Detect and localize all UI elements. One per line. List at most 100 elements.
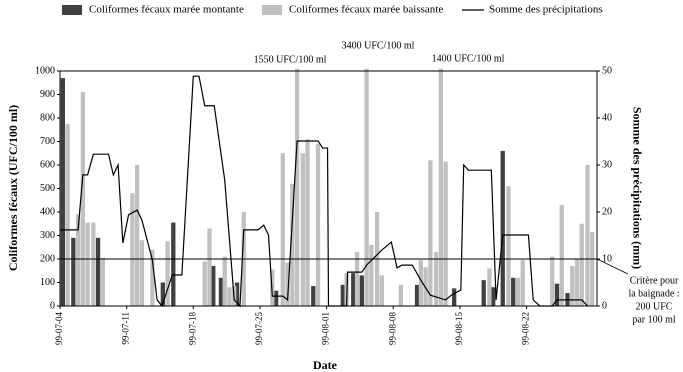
y2-tick-label: 0 bbox=[602, 300, 607, 311]
bar bbox=[85, 222, 90, 306]
bar bbox=[369, 244, 374, 306]
bar bbox=[95, 237, 101, 306]
x-tick-label: 99-07-25 bbox=[254, 312, 264, 345]
bar bbox=[290, 183, 295, 306]
bar bbox=[428, 160, 433, 306]
y-tick-label: 500 bbox=[40, 183, 55, 194]
y-tick-label: 600 bbox=[40, 159, 55, 170]
bar bbox=[515, 277, 521, 306]
reference-label: la baignade : bbox=[628, 288, 679, 299]
bar bbox=[80, 92, 85, 307]
bar bbox=[71, 237, 76, 306]
y-tick-label: 800 bbox=[40, 112, 55, 123]
y2-tick-label: 30 bbox=[602, 159, 612, 170]
x-tick-label: 99-07-11 bbox=[121, 312, 131, 345]
bar bbox=[579, 223, 584, 306]
legend-label: Coliformes fécaux marée montante bbox=[89, 4, 244, 16]
y2-tick-label: 10 bbox=[602, 253, 612, 264]
bar bbox=[134, 165, 140, 306]
reference-label: 200 UFC bbox=[636, 301, 673, 312]
bar bbox=[574, 259, 580, 306]
reference-pointer bbox=[596, 258, 629, 275]
bar bbox=[520, 260, 525, 306]
bar bbox=[414, 284, 420, 306]
reference-label: par 100 ml bbox=[632, 314, 676, 325]
bar bbox=[273, 290, 279, 306]
bar bbox=[554, 283, 560, 306]
x-tick-label: 99-08-22 bbox=[521, 312, 531, 345]
bar bbox=[418, 260, 423, 306]
y-tick-label: 1000 bbox=[35, 65, 55, 76]
y-tick-label: 0 bbox=[50, 300, 55, 311]
bar bbox=[590, 231, 595, 306]
legend-swatch bbox=[62, 5, 82, 15]
bar bbox=[222, 256, 227, 306]
reference-label: Critère pour bbox=[630, 275, 679, 286]
bar bbox=[300, 153, 305, 306]
legend-swatch bbox=[262, 5, 282, 15]
bar bbox=[171, 222, 176, 306]
bar bbox=[364, 68, 369, 307]
bar bbox=[433, 251, 439, 306]
bar bbox=[130, 193, 135, 306]
bar bbox=[570, 266, 575, 306]
legend-label: Coliformes fécaux marée baissante bbox=[289, 4, 443, 16]
bar bbox=[65, 123, 70, 306]
bar bbox=[379, 275, 384, 306]
y-tick-label: 300 bbox=[40, 230, 55, 241]
y-tick-label: 200 bbox=[40, 253, 55, 264]
y-tick-label: 700 bbox=[40, 136, 55, 147]
bar bbox=[438, 68, 443, 307]
x-tick-label: 99-08-15 bbox=[454, 312, 464, 345]
bar bbox=[487, 268, 492, 306]
bar bbox=[75, 214, 81, 306]
bar bbox=[585, 165, 590, 306]
bar bbox=[559, 204, 564, 306]
bar bbox=[506, 186, 511, 306]
bar bbox=[359, 275, 364, 306]
bar bbox=[452, 288, 457, 306]
bar bbox=[91, 222, 96, 306]
y2-tick-label: 20 bbox=[602, 206, 612, 217]
bar bbox=[305, 139, 310, 306]
y-tick-label: 400 bbox=[40, 206, 55, 217]
bar bbox=[139, 240, 145, 306]
x-axis-label: Date bbox=[313, 358, 338, 372]
bar bbox=[280, 153, 285, 306]
x-tick-label: 99-08-08 bbox=[387, 312, 397, 345]
bar bbox=[60, 78, 65, 306]
bar bbox=[207, 228, 212, 306]
bar bbox=[443, 161, 448, 306]
bar bbox=[340, 284, 345, 306]
y-axis-label: Coliformes fécaux (UFC/100 ml) bbox=[6, 105, 20, 271]
bar bbox=[211, 266, 216, 306]
bar bbox=[218, 277, 224, 306]
bar bbox=[311, 286, 316, 306]
bar bbox=[234, 282, 240, 306]
bar bbox=[202, 261, 207, 306]
y-tick-label: 900 bbox=[40, 89, 55, 100]
y2-tick-label: 40 bbox=[602, 112, 612, 123]
bar bbox=[165, 241, 170, 306]
bar bbox=[500, 150, 505, 306]
bar bbox=[285, 262, 290, 306]
y2-axis-label: Somme des précipitations (mm) bbox=[630, 107, 644, 269]
bar bbox=[227, 287, 232, 306]
bar bbox=[150, 249, 155, 306]
bar bbox=[550, 256, 555, 306]
bar bbox=[398, 284, 404, 306]
bar bbox=[354, 251, 360, 306]
bar bbox=[100, 257, 105, 306]
x-tick-label: 99-08-01 bbox=[321, 312, 331, 345]
bar bbox=[481, 280, 486, 306]
x-tick-label: 99-07-18 bbox=[187, 312, 197, 345]
annotation: 1400 UFC/100 ml bbox=[432, 53, 505, 64]
legend-label: Somme des précipitations bbox=[489, 4, 603, 16]
bar bbox=[315, 143, 321, 306]
line bbox=[60, 75, 588, 308]
bar bbox=[491, 287, 496, 306]
annotation: 1550 UFC/100 ml bbox=[254, 54, 327, 65]
y-tick-label: 100 bbox=[40, 277, 55, 288]
annotation: 3400 UFC/100 ml bbox=[342, 40, 415, 51]
